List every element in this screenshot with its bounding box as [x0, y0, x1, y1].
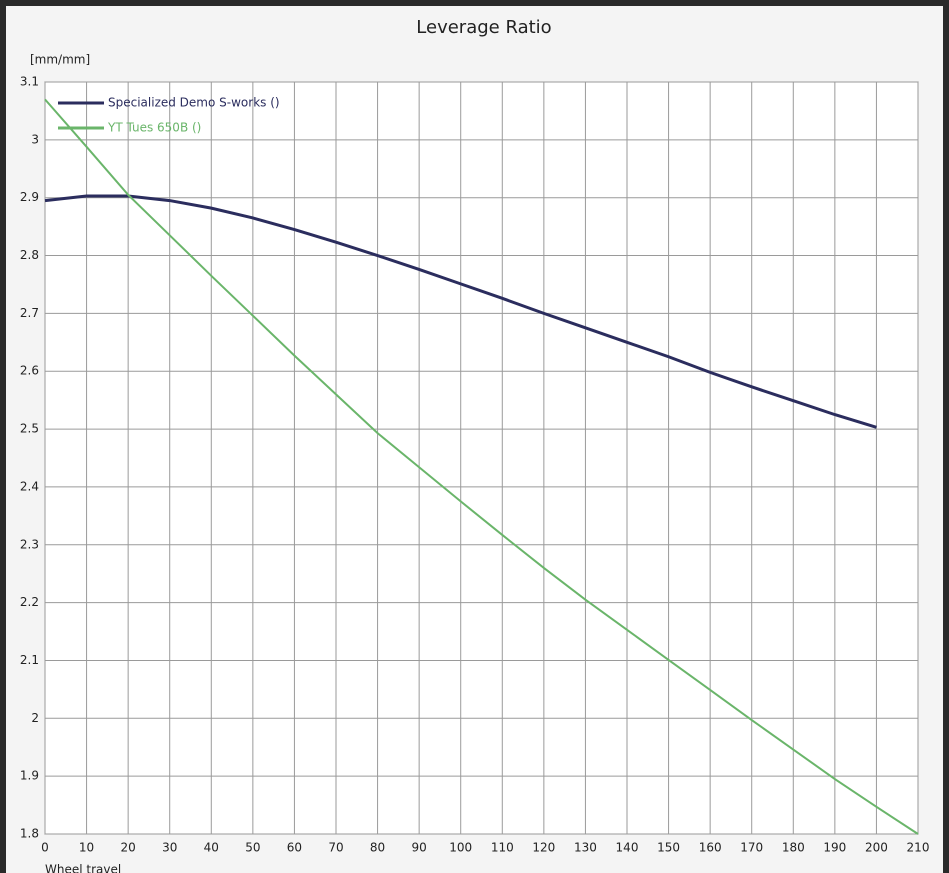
x-tick-label: 120 — [532, 841, 555, 855]
x-tick-label: 20 — [121, 841, 136, 855]
y-tick-label: 3.1 — [20, 75, 39, 89]
y-tick-label: 2.6 — [20, 364, 39, 378]
x-tick-label: 190 — [823, 841, 846, 855]
y-tick-label: 2.8 — [20, 248, 39, 262]
y-tick-label: 2.2 — [20, 595, 39, 609]
legend-label: Specialized Demo S-works () — [108, 96, 280, 110]
chart-title: Leverage Ratio — [416, 17, 551, 38]
x-tick-label: 210 — [907, 841, 930, 855]
x-tick-label: 50 — [245, 841, 260, 855]
x-tick-label: 60 — [287, 841, 302, 855]
x-tick-label: 70 — [328, 841, 343, 855]
x-tick-label: 100 — [449, 841, 472, 855]
x-tick-label: 80 — [370, 841, 385, 855]
x-axis-label: Wheel travel — [45, 863, 121, 873]
y-tick-label: 2.3 — [20, 537, 39, 551]
y-tick-label: 2 — [31, 711, 39, 725]
x-tick-label: 150 — [657, 841, 680, 855]
y-tick-label: 2.4 — [20, 479, 39, 493]
x-tick-label: 0 — [41, 841, 49, 855]
series-line — [44, 194, 877, 429]
x-tick-label: 90 — [412, 841, 427, 855]
x-tick-label: 160 — [699, 841, 722, 855]
y-tick-label: 2.1 — [20, 653, 39, 667]
y-tick-label: 2.5 — [20, 422, 39, 436]
y-axis-label: [mm/mm] — [30, 53, 90, 67]
x-tick-label: 40 — [204, 841, 219, 855]
x-tick-label: 170 — [740, 841, 763, 855]
x-tick-label: 10 — [79, 841, 94, 855]
x-tick-label: 200 — [865, 841, 888, 855]
x-tick-label: 30 — [162, 841, 177, 855]
y-tick-label: 3 — [31, 132, 39, 146]
y-tick-label: 1.8 — [20, 827, 39, 841]
x-tick-label: 110 — [491, 841, 514, 855]
y-tick-label: 2.9 — [20, 190, 39, 204]
legend-label: YT Tues 650B () — [107, 121, 201, 135]
y-tick-label: 2.7 — [20, 306, 39, 320]
x-tick-label: 180 — [782, 841, 805, 855]
plot-area — [44, 81, 919, 835]
x-tick-label: 140 — [616, 841, 639, 855]
x-tick-label: 130 — [574, 841, 597, 855]
y-tick-label: 1.9 — [20, 769, 39, 783]
series-line — [44, 98, 919, 835]
